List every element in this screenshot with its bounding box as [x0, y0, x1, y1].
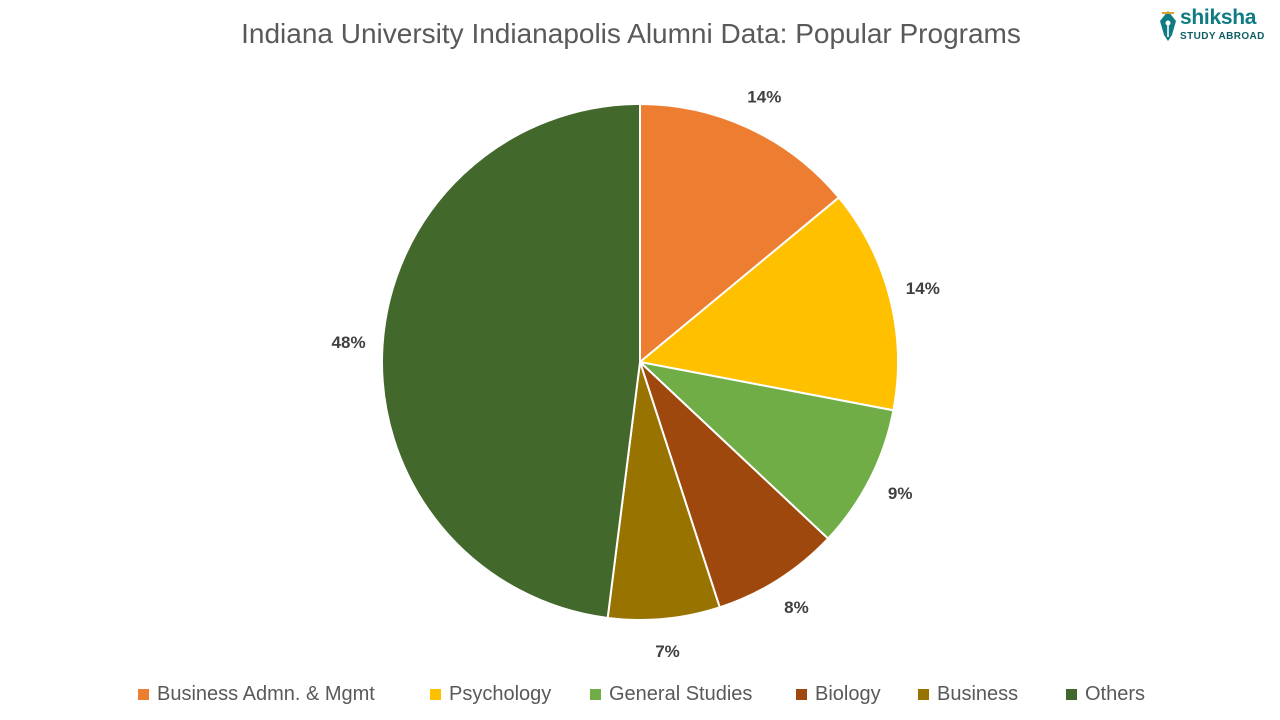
legend-item-others: Others	[1066, 679, 1145, 709]
legend-label-others: Others	[1085, 682, 1146, 705]
legend-label-business: Business	[937, 682, 1019, 705]
data-label-general-studies: 9%	[888, 484, 913, 503]
chart-title: Indiana University Indianapolis Alumni D…	[241, 18, 1021, 49]
data-label-business-admn-mgmt: 14%	[747, 87, 781, 106]
pie-slice-biology	[639, 361, 830, 609]
chart-legend: Business Admn. & Mgmt Psychology General S…	[0, 679, 1280, 709]
data-label-biology: 8%	[784, 598, 809, 617]
logo-name: shiksha	[1180, 6, 1257, 29]
legend-swatch-biology	[796, 688, 807, 700]
legend-item-biology: Biology	[796, 679, 881, 709]
pie-slice-psychology	[637, 196, 899, 412]
legend-label-general-studies: General Studies	[609, 682, 753, 705]
data-label-others: 48%	[332, 333, 366, 352]
pie-slice-business-admn-mgmt	[639, 102, 841, 365]
pie-slice-others	[381, 102, 641, 620]
pen-nib-icon	[1160, 11, 1176, 41]
legend-item-business-admn-mgmt: Business Admn. & Mgmt	[138, 679, 375, 709]
pie-slice-business	[606, 361, 721, 621]
legend-swatch-psychology	[430, 688, 441, 700]
pie-chart: 14% 14% 9% 8% 7% 48%	[332, 87, 940, 661]
legend-swatch-others	[1066, 688, 1077, 700]
shiksha-logo[interactable]: shiksha STUDY ABROAD	[1156, 6, 1268, 46]
data-label-psychology: 14%	[906, 279, 940, 298]
data-label-business: 7%	[655, 642, 680, 661]
legend-item-business: Business	[918, 679, 1018, 709]
legend-item-general-studies: General Studies	[590, 679, 752, 709]
legend-item-psychology: Psychology	[430, 679, 551, 709]
logo-tagline: STUDY ABROAD	[1180, 31, 1265, 42]
legend-swatch-business	[918, 688, 929, 700]
legend-swatch-general-studies	[590, 688, 601, 700]
pie-slice-general-studies	[636, 360, 895, 541]
legend-swatch-business-admn-mgmt	[138, 688, 149, 700]
legend-label-biology: Biology	[815, 682, 881, 705]
legend-label-psychology: Psychology	[449, 682, 552, 705]
legend-label-business-admn-mgmt: Business Admn. & Mgmt	[157, 682, 375, 705]
